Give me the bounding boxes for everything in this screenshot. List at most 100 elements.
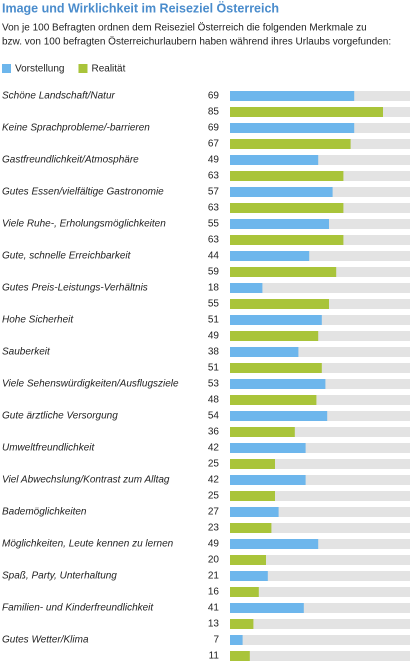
bar (230, 475, 306, 485)
bar-track (230, 587, 410, 597)
bar-track (230, 619, 410, 629)
value-label: 67 (208, 139, 220, 150)
bar-track (230, 491, 410, 501)
value-label: 55 (208, 219, 220, 230)
legend-label: Realität (91, 64, 125, 75)
value-label: 41 (208, 603, 220, 614)
value-label: 16 (208, 587, 220, 598)
bar-track (230, 251, 410, 261)
legend-label: Vorstellung (15, 64, 64, 75)
bar-track (230, 539, 410, 549)
bar-track (230, 651, 410, 661)
bar-track (230, 283, 410, 293)
bar-track (230, 523, 410, 533)
value-label: 51 (208, 363, 220, 374)
bar (230, 187, 333, 197)
category-label: Spaß, Party, Unterhaltung (2, 571, 117, 582)
category-label: Familien- und Kinderfreundlichkeit (2, 603, 154, 614)
value-label: 27 (208, 507, 220, 518)
bar (230, 635, 243, 645)
category-label: Hohe Sicherheit (2, 315, 74, 326)
bar (230, 251, 310, 261)
bar (230, 347, 299, 357)
value-label: 42 (208, 475, 220, 486)
value-label: 63 (208, 203, 220, 214)
bar (230, 203, 344, 213)
category-label: Gastfreundlichkeit/Atmosphäre (2, 155, 139, 166)
bar-track (230, 347, 410, 357)
bar (230, 587, 259, 597)
bar-track (230, 395, 410, 405)
bar (230, 363, 322, 373)
category-label: Möglichkeiten, Leute kennen zu lernen (2, 539, 174, 550)
bar (230, 139, 351, 149)
value-label: 21 (208, 571, 220, 582)
value-label: 25 (208, 491, 220, 502)
category-label: Bademöglichkeiten (2, 507, 87, 518)
value-label: 23 (208, 523, 220, 534)
value-label: 48 (208, 395, 220, 406)
bar (230, 571, 268, 581)
value-label: 42 (208, 443, 220, 454)
bar-track (230, 635, 410, 645)
legend-swatch (2, 64, 11, 73)
bar-track (230, 555, 410, 565)
bar-track (230, 427, 410, 437)
bar-track (230, 571, 410, 581)
category-label: Gutes Wetter/Klima (2, 635, 89, 646)
bar (230, 427, 295, 437)
bar (230, 123, 355, 133)
value-label: 38 (208, 347, 220, 358)
bar (230, 91, 355, 101)
bar (230, 267, 337, 277)
bar (230, 299, 329, 309)
category-label: Viele Sehenswürdigkeiten/Ausflugsziele (2, 379, 179, 390)
bar (230, 235, 344, 245)
bar-track (230, 507, 410, 517)
category-label: Umweltfreundlichkeit (2, 443, 95, 454)
category-label: Viel Abwechslung/Kontrast zum Alltag (2, 475, 170, 486)
chart-title: Image und Wirklichkeit im Reiseziel Öste… (2, 0, 279, 15)
bar (230, 443, 306, 453)
value-label: 63 (208, 171, 220, 182)
value-label: 55 (208, 299, 220, 310)
value-label: 53 (208, 379, 220, 390)
bar-track (230, 443, 410, 453)
value-label: 63 (208, 235, 220, 246)
value-label: 49 (208, 539, 220, 550)
bar (230, 107, 383, 117)
category-label: Schöne Landschaft/Natur (2, 91, 116, 102)
category-label: Gute ärztliche Versorgung (2, 411, 118, 422)
value-label: 18 (208, 283, 220, 294)
bar-track (230, 603, 410, 613)
category-label: Viele Ruhe-, Erholungsmöglichkeiten (2, 219, 166, 230)
bar (230, 459, 275, 469)
value-label: 51 (208, 315, 220, 326)
value-label: 49 (208, 155, 220, 166)
value-label: 69 (208, 123, 220, 134)
value-label: 49 (208, 331, 220, 342)
bar (230, 539, 319, 549)
category-label: Gutes Essen/vielfältige Gastronomie (2, 187, 164, 198)
category-label: Gute, schnelle Erreichbarkeit (2, 251, 132, 262)
bar (230, 651, 250, 661)
bar (230, 283, 263, 293)
bar (230, 507, 279, 517)
bar (230, 395, 317, 405)
bar (230, 155, 319, 165)
bar (230, 331, 319, 341)
subtitle: bzw. von 100 befragten Österreichurlaube… (2, 36, 391, 48)
value-label: 57 (208, 187, 220, 198)
bar (230, 523, 272, 533)
value-label: 7 (213, 635, 219, 646)
bar (230, 411, 328, 421)
bar-track (230, 331, 410, 341)
value-label: 69 (208, 91, 220, 102)
bar (230, 491, 275, 501)
value-label: 36 (208, 427, 220, 438)
value-label: 13 (208, 619, 220, 630)
subtitle: Von je 100 Befragten ordnen dem Reisezie… (2, 22, 367, 34)
bar (230, 315, 322, 325)
value-label: 59 (208, 267, 220, 278)
category-label: Gutes Preis-Leistungs-Verhältnis (2, 283, 148, 294)
